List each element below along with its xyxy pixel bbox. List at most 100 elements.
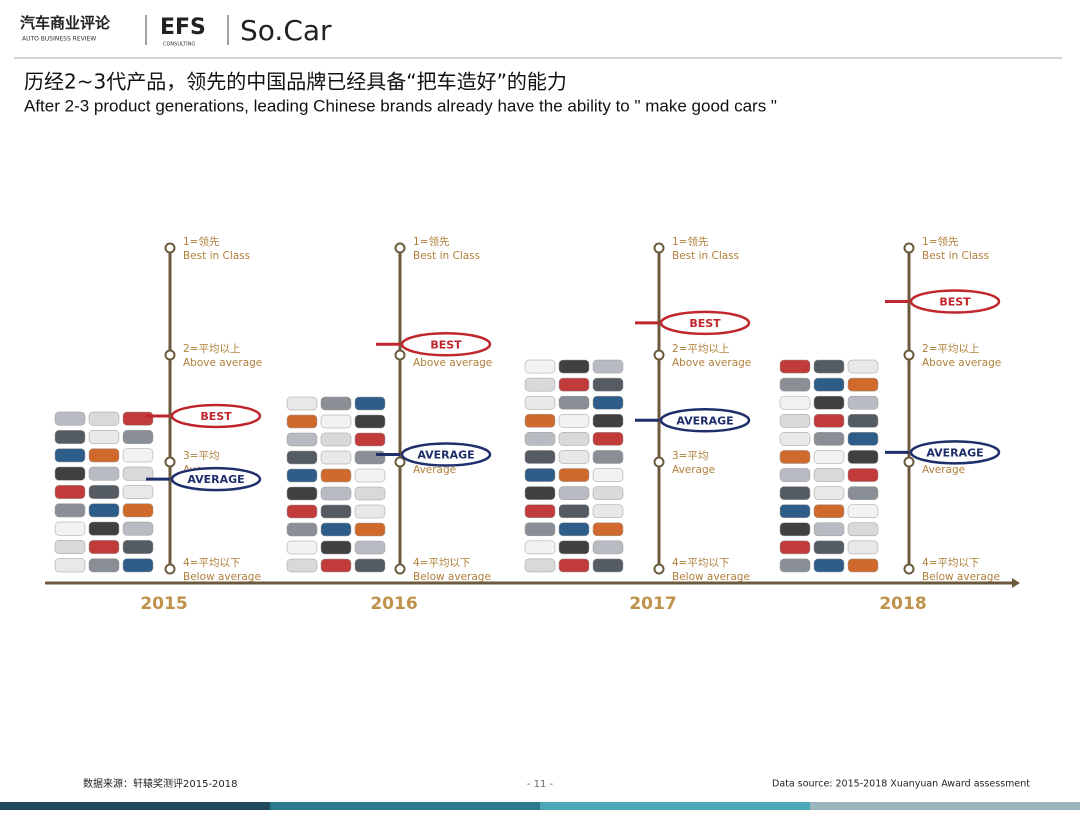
footer-bar xyxy=(0,802,270,810)
best-marker xyxy=(909,289,1001,314)
car-thumbnail xyxy=(592,432,624,446)
scale-tick-label-en: Best in Class xyxy=(413,250,480,262)
car-thumbnail xyxy=(122,521,154,536)
logo-efs: EFS xyxy=(160,15,206,40)
car-thumbnail xyxy=(813,450,845,464)
car-thumbnail xyxy=(558,377,590,392)
scale-tick-label-cn: 4=平均以下 xyxy=(183,557,240,569)
car-thumbnail xyxy=(779,432,811,446)
scale-tick xyxy=(394,563,406,575)
car-thumbnail xyxy=(558,468,590,482)
car-thumbnail xyxy=(592,522,624,537)
car-thumbnail xyxy=(779,450,811,464)
car-thumbnail xyxy=(524,450,556,464)
car-thumbnail xyxy=(847,432,879,446)
best-marker-label: BEST xyxy=(939,296,971,309)
car-thumbnail xyxy=(558,359,590,374)
car-thumbnail xyxy=(524,504,556,518)
car-thumbnail xyxy=(122,430,154,444)
car-thumbnail xyxy=(592,414,624,428)
car-thumbnail xyxy=(286,432,318,447)
car-thumbnail xyxy=(122,466,154,481)
car-thumbnail xyxy=(592,377,624,392)
car-thumbnail xyxy=(286,522,318,537)
best-marker-label: BEST xyxy=(200,410,232,423)
car-thumbnail xyxy=(592,359,624,374)
scale-tick xyxy=(903,563,915,575)
car-thumbnail xyxy=(122,540,154,554)
car-thumbnail xyxy=(813,432,845,446)
car-thumbnail xyxy=(122,448,154,463)
car-thumbnail xyxy=(88,521,120,536)
car-thumbnail xyxy=(88,485,120,499)
car-thumbnail xyxy=(354,522,386,537)
car-thumbnail xyxy=(524,432,556,446)
scale-tick-label-cn: 2=平均以上 xyxy=(672,343,729,355)
car-thumbnail xyxy=(122,558,154,573)
car-thumbnail xyxy=(592,450,624,464)
car-thumbnail xyxy=(54,540,86,554)
page-number: - 11 - xyxy=(527,779,554,790)
average-marker-label: AVERAGE xyxy=(417,449,474,462)
average-marker-label: AVERAGE xyxy=(926,446,983,459)
car-thumbnail xyxy=(320,414,352,429)
car-thumbnail xyxy=(813,359,845,374)
car-thumbnail xyxy=(54,430,86,444)
average-marker xyxy=(909,440,1001,465)
car-thumbnail xyxy=(558,522,590,537)
car-thumbnail xyxy=(813,522,845,537)
car-thumbnail xyxy=(779,414,811,428)
best-marker-label: BEST xyxy=(430,338,462,351)
car-thumbnail xyxy=(286,396,318,411)
car-thumbnail xyxy=(847,540,879,555)
car-thumbnail xyxy=(592,468,624,482)
average-marker xyxy=(659,408,751,433)
title: 历经2~3代产品，领先的中国品牌已经具备“把车造好”的能力 xyxy=(24,70,567,94)
scale-tick-label-en: Best in Class xyxy=(183,250,250,262)
car-thumbnail xyxy=(320,486,352,501)
car-thumbnail xyxy=(286,468,318,483)
car-thumbnail xyxy=(592,504,624,518)
car-thumbnail xyxy=(524,395,556,410)
scale-tick xyxy=(394,242,406,254)
scale-tick xyxy=(394,349,406,361)
car-thumbnail xyxy=(54,448,86,463)
scale-tick xyxy=(653,349,665,361)
scale-tick-label-cn: 1=领先 xyxy=(922,235,958,248)
car-thumbnail xyxy=(286,450,318,465)
car-thumbnail xyxy=(558,540,590,555)
car-thumbnail xyxy=(813,486,845,500)
scale-tick-label-cn: 4=平均以下 xyxy=(672,557,729,569)
scale-tick-label-cn: 1=领先 xyxy=(183,235,219,248)
car-thumbnail xyxy=(122,503,154,518)
best-marker xyxy=(170,403,262,429)
car-thumbnail xyxy=(286,558,318,573)
car-thumbnail xyxy=(779,395,811,410)
car-thumbnail xyxy=(354,540,386,555)
scale-tick xyxy=(653,242,665,254)
car-thumbnail xyxy=(847,558,879,573)
car-thumbnail xyxy=(592,540,624,555)
car-thumbnail xyxy=(122,485,154,499)
scale-tick xyxy=(394,456,406,468)
logo-en: AUTO BUSINESS REVIEW xyxy=(22,36,96,43)
car-thumbnail xyxy=(847,359,879,374)
car-thumbnail xyxy=(592,395,624,410)
scale-tick-label-cn: 1=领先 xyxy=(413,235,449,248)
scale-tick-label-cn: 2=平均以上 xyxy=(183,343,240,355)
car-thumbnail xyxy=(88,448,120,463)
car-thumbnail xyxy=(558,486,590,500)
average-marker xyxy=(400,442,492,467)
car-thumbnail xyxy=(54,558,86,573)
car-thumbnail xyxy=(524,359,556,374)
car-thumbnail xyxy=(524,414,556,428)
car-thumbnail xyxy=(847,504,879,518)
car-thumbnail xyxy=(779,558,811,573)
car-thumbnail xyxy=(813,377,845,392)
car-thumbnail xyxy=(847,468,879,482)
car-thumbnail xyxy=(54,503,86,518)
scale-tick-label-en: Best in Class xyxy=(672,250,739,262)
car-thumbnail xyxy=(847,395,879,410)
scale-tick-label-cn: 1=领先 xyxy=(672,235,708,248)
